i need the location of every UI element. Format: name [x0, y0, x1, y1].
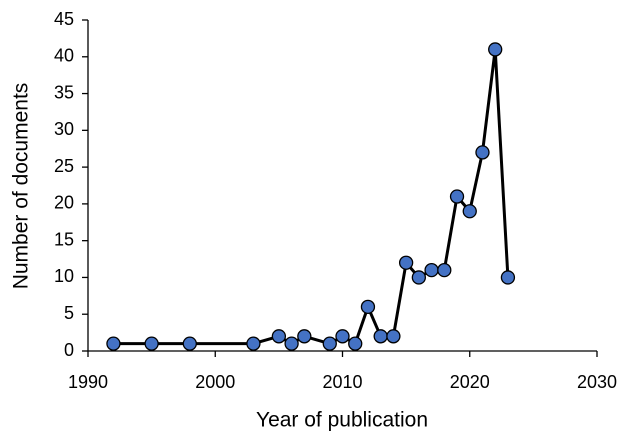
data-point [462, 204, 477, 219]
data-point [360, 299, 376, 315]
data-point [398, 255, 414, 270]
x-tick-label: 2010 [322, 372, 362, 392]
x-tick-label: 1990 [68, 372, 108, 392]
y-tick-label: 35 [54, 82, 74, 102]
data-point [373, 329, 388, 344]
y-tick-label: 5 [64, 303, 74, 323]
y-tick-label: 15 [54, 229, 74, 249]
x-tick-label: 2030 [577, 372, 617, 392]
y-tick-label: 25 [54, 156, 74, 176]
y-tick-label: 30 [54, 119, 74, 139]
y-tick-label: 0 [64, 340, 74, 360]
data-point [246, 336, 261, 351]
data-point [271, 329, 287, 344]
x-tick-label: 2000 [195, 372, 235, 392]
data-point [348, 336, 363, 351]
data-point [386, 329, 401, 344]
x-tick-label: 2020 [450, 372, 490, 392]
data-point [424, 262, 439, 278]
data-point [297, 329, 312, 344]
data-point [182, 336, 197, 351]
data-line [113, 47, 510, 346]
data-point [106, 336, 121, 351]
y-tick-label: 20 [54, 193, 74, 213]
data-point [411, 270, 427, 285]
data-point [322, 336, 337, 351]
data-point [475, 145, 490, 160]
data-point [284, 336, 299, 351]
y-tick-label: 45 [54, 9, 74, 29]
data-point [488, 42, 503, 57]
y-tick-label: 40 [54, 46, 74, 66]
y-tick-label: 10 [54, 266, 74, 286]
data-point [437, 262, 452, 278]
y-axis-label: Number of documents [10, 83, 33, 290]
data-point [449, 189, 465, 204]
data-point [144, 336, 159, 351]
data-point [500, 270, 516, 285]
data-point [335, 329, 350, 344]
x-axis-label: Year of publication [256, 409, 428, 432]
